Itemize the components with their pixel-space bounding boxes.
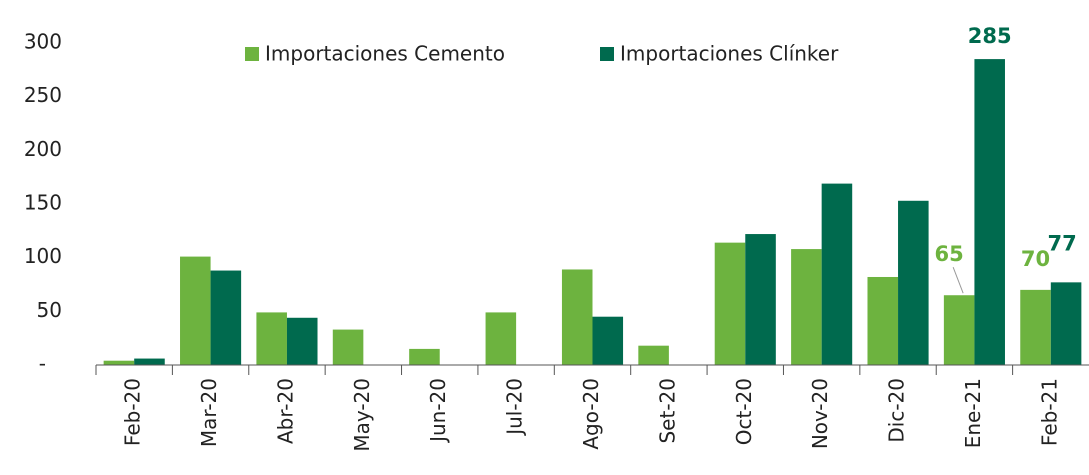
x-tick-label: Nov-20: [808, 378, 832, 449]
y-tick-label: 150: [24, 191, 62, 215]
bar: [638, 345, 669, 365]
legend-swatch: [600, 47, 614, 61]
x-tick-label: May-20: [350, 378, 374, 452]
y-tick-label: -: [39, 352, 46, 376]
bar: [561, 269, 593, 365]
bar: [898, 200, 929, 365]
bar: [256, 312, 287, 365]
x-tick-label: Feb-20: [121, 378, 145, 446]
x-tick-label: Abr-20: [273, 378, 297, 444]
legend-label: Importaciones Clínker: [620, 42, 839, 66]
data-label: 77: [1047, 231, 1076, 255]
x-tick-label: Jul-20: [503, 378, 527, 437]
bar: [103, 360, 135, 365]
bar: [485, 312, 517, 365]
y-tick-label: 300: [24, 30, 62, 54]
legend-label: Importaciones Cemento: [265, 42, 505, 66]
x-tick-label: Ene-21: [961, 378, 985, 448]
bar: [286, 317, 318, 365]
bar: [1050, 282, 1082, 365]
bar: [745, 234, 776, 365]
leader-line: [952, 267, 964, 294]
x-tick-label: Oct-20: [732, 378, 756, 445]
bar: [592, 316, 624, 365]
bar: [1020, 289, 1051, 365]
bar: [409, 348, 440, 365]
x-tick-label: Dic-20: [885, 378, 909, 443]
bar: [943, 295, 975, 365]
bar: [867, 276, 899, 365]
y-tick-label: 50: [37, 298, 62, 322]
bar: [210, 270, 242, 365]
bar: [791, 249, 822, 365]
y-tick-label: 200: [24, 137, 62, 161]
legend-swatch: [245, 47, 259, 61]
y-tick-label: 250: [24, 83, 62, 107]
bar: [134, 358, 165, 365]
x-tick-label: Feb-21: [1037, 378, 1061, 446]
x-tick-label: Mar-20: [197, 378, 221, 447]
x-tick-label: Ago-20: [579, 378, 603, 450]
x-tick-label: Jun-20: [426, 378, 450, 444]
bar: [714, 242, 746, 365]
bar: [180, 256, 211, 365]
bar: [974, 59, 1005, 365]
bar: [332, 329, 364, 365]
x-tick-label: Set-20: [655, 378, 679, 444]
data-label: 65: [935, 242, 964, 266]
data-label: 285: [968, 24, 1012, 48]
bar: [821, 183, 853, 365]
data-label: 70: [1021, 247, 1050, 271]
y-tick-label: 100: [24, 244, 62, 268]
